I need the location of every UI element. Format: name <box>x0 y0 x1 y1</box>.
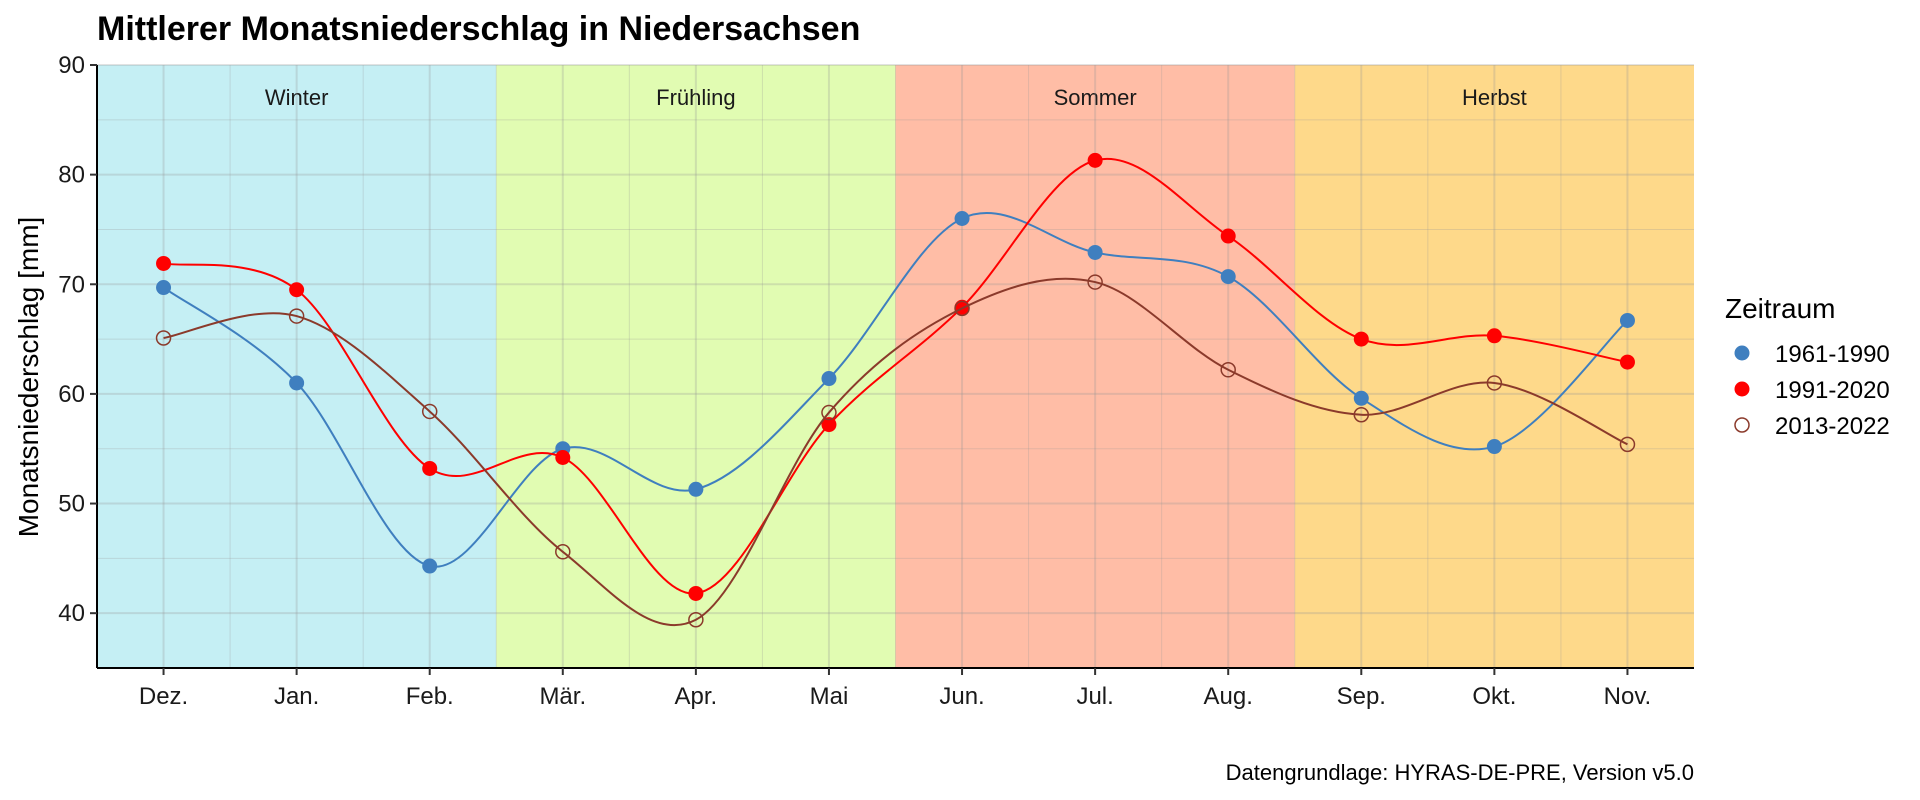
data-point-2013-2022-Apr. <box>688 612 704 628</box>
data-point-2013-2022-Aug. <box>1220 362 1236 378</box>
data-point-1961-1990-Feb. <box>422 558 438 574</box>
legend-key-1991-2020 <box>1734 381 1750 397</box>
data-point-1961-1990-Nov. <box>1619 312 1635 328</box>
data-point-1961-1990-Mai <box>821 371 837 387</box>
season-label: Sommer <box>1054 85 1137 110</box>
data-point-1991-2020-Nov. <box>1619 354 1635 370</box>
data-point-1991-2020-Apr. <box>688 585 704 601</box>
data-point-1961-1990-Jan. <box>289 375 305 391</box>
season-label: Winter <box>265 85 329 110</box>
data-point-1961-1990-Jul. <box>1087 244 1103 260</box>
season-label: Herbst <box>1462 85 1527 110</box>
series-line-1961-1990 <box>162 212 1629 568</box>
x-tick-label: Dez. <box>139 683 188 710</box>
data-point-1991-2020-Sep. <box>1353 331 1369 347</box>
y-tick-label: 70 <box>58 271 85 298</box>
x-tick-label: Okt. <box>1472 683 1516 710</box>
x-tick-label: Mai <box>810 683 849 710</box>
legend-label: 2013-2022 <box>1775 413 1890 440</box>
legend-label: 1961-1990 <box>1775 341 1890 368</box>
data-point-1991-2020-Mai <box>821 417 837 433</box>
data-point-1991-2020-Aug. <box>1220 228 1236 244</box>
data-point-1991-2020-Jan. <box>289 282 305 298</box>
data-point-2013-2022-Jan. <box>288 308 305 324</box>
y-tick-label: 90 <box>58 52 85 79</box>
x-tick-label: Mär. <box>539 683 586 710</box>
data-point-2013-2022-Feb. <box>421 403 438 420</box>
season-label: Frühling <box>656 85 735 110</box>
data-point-1991-2020-Mär. <box>555 449 571 465</box>
data-point-1991-2020-Feb. <box>422 460 438 476</box>
legend-key-1961-1990 <box>1734 345 1750 361</box>
x-tick-label: Aug. <box>1204 683 1253 710</box>
data-point-2013-2022-Nov. <box>1619 436 1636 453</box>
legend-key-2013-2022 <box>1734 417 1750 433</box>
data-point-2013-2022-Mai <box>821 404 837 421</box>
data-source-caption: Datengrundlage: HYRAS-DE-PRE, Version v5… <box>1226 760 1694 785</box>
x-tick-label: Jul. <box>1076 683 1113 710</box>
season-band-2 <box>496 65 896 668</box>
data-point-2013-2022-Sep. <box>1353 406 1370 423</box>
legend-title: Zeitraum <box>1725 293 1835 324</box>
y-tick-label: 60 <box>58 381 85 408</box>
data-point-1991-2020-Dez. <box>156 255 172 271</box>
data-point-1961-1990-Apr. <box>688 481 704 497</box>
x-tick-label: Sep. <box>1337 683 1386 710</box>
data-point-2013-2022-Dez. <box>155 330 172 346</box>
x-tick-label: Feb. <box>406 683 454 710</box>
data-point-1961-1990-Jun. <box>954 210 970 226</box>
x-tick-label: Jan. <box>274 683 319 710</box>
data-point-1991-2020-Okt. <box>1486 328 1502 344</box>
data-point-2013-2022-Okt. <box>1486 375 1503 391</box>
data-point-2013-2022-Mär. <box>555 544 571 560</box>
data-point-1961-1990-Okt. <box>1486 439 1502 455</box>
data-point-1991-2020-Jul. <box>1087 152 1103 168</box>
chart-title: Mittlerer Monatsniederschlag in Niedersa… <box>97 10 860 48</box>
data-point-2013-2022-Jun. <box>954 300 970 317</box>
x-tick-label: Apr. <box>675 683 718 710</box>
legend: Zeitraum 1961-1990 1991-2020 2013-2022 <box>1725 293 1890 440</box>
data-point-1961-1990-Sep. <box>1353 390 1369 406</box>
y-tick-label: 50 <box>58 491 85 518</box>
y-axis-title: Monatsniederschlag [mm] <box>13 217 44 538</box>
data-point-1961-1990-Aug. <box>1220 269 1236 285</box>
legend-label: 1991-2020 <box>1775 377 1890 404</box>
data-point-2013-2022-Jul. <box>1087 274 1103 290</box>
x-tick-label: Nov. <box>1604 683 1652 710</box>
y-tick-label: 40 <box>58 600 85 627</box>
x-tick-label: Jun. <box>939 683 984 710</box>
data-point-1961-1990-Dez. <box>156 280 172 296</box>
y-tick-label: 80 <box>58 162 85 189</box>
series-line-2013-2022 <box>163 277 1628 627</box>
